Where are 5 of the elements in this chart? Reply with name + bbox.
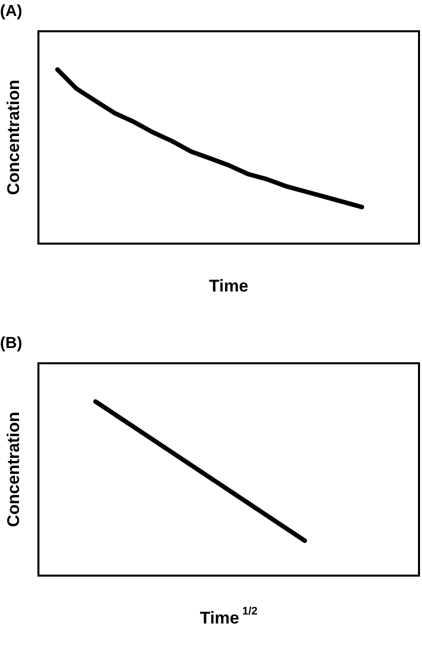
chart-title: (B)	[0, 335, 22, 352]
chart-title: (A)	[0, 3, 22, 20]
y-axis-title: Concentration	[4, 80, 23, 196]
y-axis-title: Concentration	[4, 412, 23, 528]
x-axis-title: Time	[209, 276, 248, 296]
